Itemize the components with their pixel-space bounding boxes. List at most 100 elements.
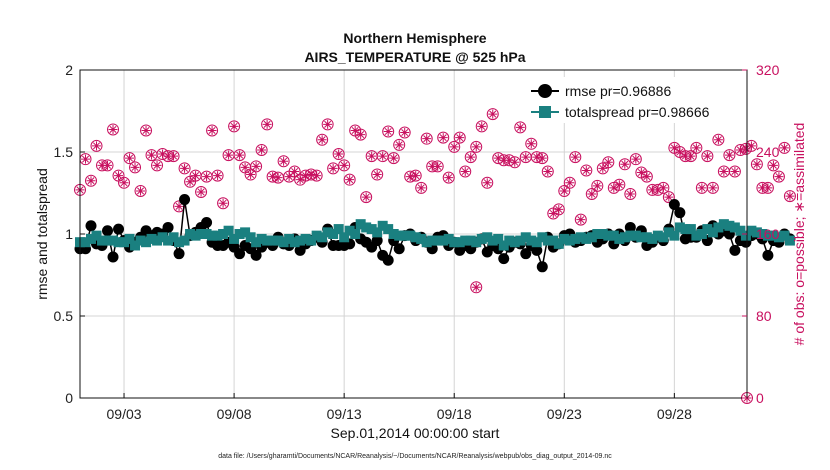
spread-point <box>460 235 471 246</box>
obs-assimilated-marker <box>405 172 415 182</box>
obs-assimilated-marker <box>559 186 569 196</box>
y-tick-label-right: 240 <box>756 144 780 160</box>
obs-assimilated-marker <box>510 157 520 167</box>
obs-possible-marker <box>481 176 494 189</box>
obs-assimilated-marker <box>411 171 421 181</box>
obs-possible-marker <box>123 152 136 165</box>
obs-assimilated-marker <box>499 155 509 165</box>
spread-point <box>410 232 421 243</box>
obs-assimilated-marker <box>103 160 113 170</box>
spread-point <box>80 237 91 248</box>
spread-point <box>476 233 487 244</box>
obs-assimilated-marker <box>466 152 476 162</box>
x-tick-label: 09/08 <box>217 406 252 422</box>
obs-assimilated-marker <box>779 143 789 153</box>
obs-possible-marker <box>217 197 230 210</box>
obs-possible-marker <box>371 168 384 181</box>
rmse-point <box>113 223 125 235</box>
spread-point <box>196 229 207 239</box>
spread-point <box>174 237 185 248</box>
y-tick-label-right: 0 <box>756 390 764 406</box>
obs-possible-marker <box>767 159 780 172</box>
obs-assimilated-marker <box>257 145 267 155</box>
obs-possible-marker <box>574 213 587 226</box>
obs-possible-marker <box>690 141 703 154</box>
obs-possible-marker <box>712 133 725 146</box>
spread-point <box>779 230 790 241</box>
spread-point <box>702 224 713 235</box>
spread-point <box>740 230 751 241</box>
obs-assimilated-marker <box>702 151 712 161</box>
obs-assimilated-marker <box>730 166 740 176</box>
obs-assimilated-marker <box>757 183 767 193</box>
spread-point <box>724 220 735 231</box>
spread-point <box>399 230 410 241</box>
obs-possible-marker <box>382 125 395 138</box>
rmse-point <box>498 253 510 265</box>
rmse-point <box>162 221 174 233</box>
obs-possible-marker <box>459 165 472 178</box>
obs-assimilated-marker <box>719 166 729 176</box>
obs-assimilated-marker <box>169 151 179 161</box>
spread-point <box>647 233 658 244</box>
obs-assimilated-marker <box>433 161 443 171</box>
obs-assimilated-marker <box>301 171 311 181</box>
spread-point <box>355 219 366 230</box>
obs-assimilated-marker <box>290 166 300 176</box>
x-tick-label: 09/23 <box>547 406 582 422</box>
spread-point <box>405 230 416 241</box>
obs-assimilated-marker <box>653 185 663 195</box>
obs-assimilated-marker <box>125 153 135 163</box>
obs-possible-marker <box>387 152 400 165</box>
obs-assimilated-marker <box>92 141 102 151</box>
obs-assimilated-marker <box>592 181 602 191</box>
spread-point <box>328 229 339 239</box>
rmse-point <box>234 248 246 260</box>
obs-assimilated-marker <box>229 121 239 131</box>
spread-point <box>636 232 647 243</box>
obs-assimilated-marker <box>532 152 542 162</box>
obs-possible-marker <box>118 176 131 189</box>
spread-point <box>449 237 460 248</box>
obs-assimilated-marker <box>664 192 674 202</box>
spread-point <box>86 233 97 244</box>
obs-possible-marker <box>618 158 631 171</box>
obs-possible-marker <box>393 138 406 151</box>
spread-point <box>531 237 542 248</box>
obs-assimilated-marker <box>334 149 344 159</box>
spread-point <box>443 233 454 244</box>
obs-assimilated-marker <box>207 125 217 135</box>
obs-possible-marker <box>233 149 246 162</box>
obs-assimilated-marker <box>482 178 492 188</box>
spread-point <box>685 224 696 235</box>
spread-point <box>394 230 405 241</box>
data-file-footnote: data file: /Users/gharamti/Documents/NCA… <box>218 453 612 460</box>
obs-assimilated-marker <box>427 161 437 171</box>
spread-point <box>311 230 322 241</box>
obs-possible-marker <box>591 179 604 192</box>
rmse-point <box>85 220 97 232</box>
spread-point <box>339 232 350 243</box>
obs-assimilated-marker <box>306 170 316 180</box>
spread-point <box>691 230 702 241</box>
obs-assimilated-marker <box>191 171 201 181</box>
obs-assimilated-marker <box>273 173 283 183</box>
obs-possible-marker <box>420 132 433 145</box>
x-axis-label: Sep.01,2014 00:00:00 start <box>331 425 500 441</box>
spread-point <box>185 229 196 239</box>
spread-point <box>432 235 443 246</box>
obs-possible-marker <box>327 162 340 175</box>
spread-point <box>300 233 311 244</box>
obs-assimilated-marker <box>279 156 289 166</box>
spread-point <box>218 229 229 239</box>
spread-point <box>641 232 652 243</box>
obs-possible-marker <box>723 149 736 162</box>
spread-point <box>278 237 289 248</box>
spread-point <box>553 238 564 249</box>
obs-assimilated-marker <box>328 163 338 173</box>
obs-possible-marker <box>750 158 763 171</box>
obs-possible-marker <box>624 188 637 201</box>
obs-possible-marker <box>129 161 142 174</box>
obs-possible-marker <box>261 118 274 131</box>
rmse-point <box>382 254 394 266</box>
